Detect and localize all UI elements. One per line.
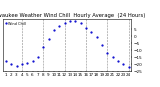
- Legend: Wind Chill: Wind Chill: [5, 21, 27, 26]
- Title: Milwaukee Weather Wind Chill  Hourly Average  (24 Hours): Milwaukee Weather Wind Chill Hourly Aver…: [0, 13, 145, 18]
